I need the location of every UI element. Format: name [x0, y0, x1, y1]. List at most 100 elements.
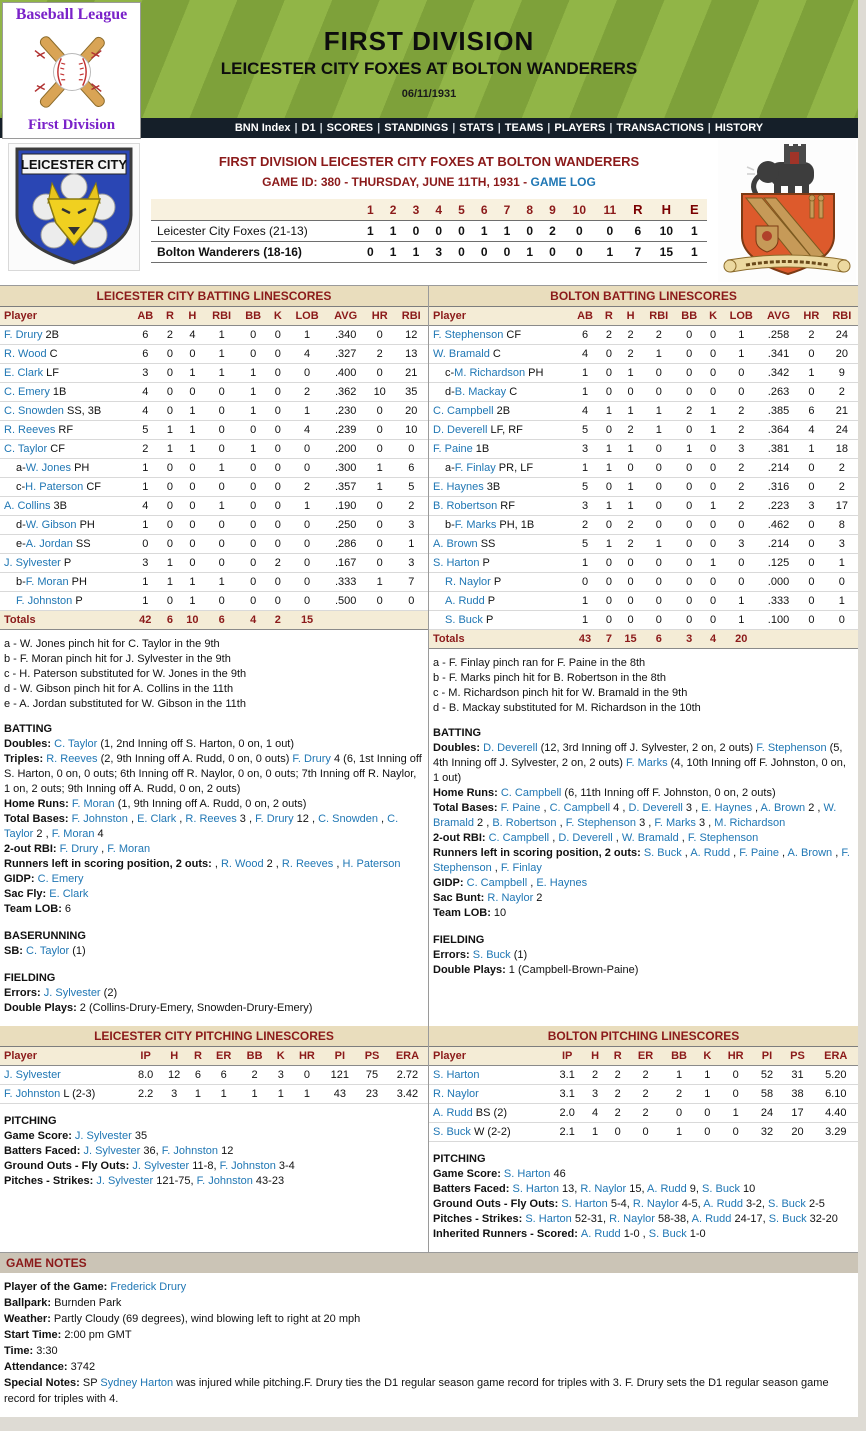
- player-link[interactable]: H. Paterson: [342, 858, 401, 870]
- player-link[interactable]: Sydney Harton: [100, 1377, 174, 1389]
- player-link[interactable]: F. Stephenson: [687, 832, 759, 844]
- player-link[interactable]: J. Sylvester: [132, 1160, 190, 1172]
- player-link[interactable]: A. Brown: [760, 802, 806, 814]
- player-link[interactable]: C. Taylor: [4, 813, 399, 840]
- player-link[interactable]: F. Moran: [107, 843, 151, 855]
- player-link[interactable]: C. Snowden: [318, 813, 378, 825]
- player-link[interactable]: C. Emery: [4, 386, 50, 398]
- player-link[interactable]: S. Buck: [702, 1183, 740, 1195]
- player-link[interactable]: A. Jordan: [25, 538, 73, 550]
- player-link[interactable]: F. Marks: [454, 519, 497, 531]
- player-link[interactable]: C. Emery: [37, 873, 84, 885]
- player-link[interactable]: F. Stephenson: [565, 817, 637, 829]
- player-link[interactable]: F. Johnston: [71, 813, 128, 825]
- player-link[interactable]: F. Marks: [654, 817, 696, 829]
- player-link[interactable]: R. Reeves: [46, 753, 98, 765]
- game-log-link[interactable]: GAME LOG: [530, 175, 596, 189]
- nav-item-bnn-index[interactable]: BNN Index: [234, 122, 291, 134]
- player-link[interactable]: C. Campbell: [549, 802, 611, 814]
- player-link[interactable]: F. Drury: [59, 843, 99, 855]
- nav-item-scores[interactable]: SCORES: [326, 122, 374, 134]
- player-link[interactable]: D. Deverell: [628, 802, 683, 814]
- player-link[interactable]: F. Moran: [71, 798, 115, 810]
- player-link[interactable]: S. Harton: [503, 1168, 551, 1180]
- player-link[interactable]: E. Clark: [4, 367, 44, 379]
- nav-item-stats[interactable]: STATS: [459, 122, 494, 134]
- nav-item-teams[interactable]: TEAMS: [504, 122, 544, 134]
- player-link[interactable]: C. Campbell: [433, 405, 494, 417]
- player-link[interactable]: E. Haynes: [701, 802, 752, 814]
- player-link[interactable]: F. Moran: [25, 576, 69, 588]
- player-link[interactable]: C. Campbell: [466, 877, 528, 889]
- player-link[interactable]: F. Paine: [500, 802, 541, 814]
- player-link[interactable]: R. Reeves: [281, 858, 334, 870]
- player-link[interactable]: S. Harton: [433, 557, 480, 569]
- player-link[interactable]: R. Reeves: [4, 424, 56, 436]
- player-link[interactable]: S. Buck: [445, 614, 483, 626]
- player-link[interactable]: S. Buck: [768, 1198, 806, 1210]
- nav-item-transactions[interactable]: TRANSACTIONS: [616, 122, 704, 134]
- player-link[interactable]: S. Buck: [648, 1228, 687, 1240]
- player-link[interactable]: S. Harton: [561, 1198, 608, 1210]
- player-link[interactable]: A. Rudd: [433, 1107, 473, 1119]
- player-link[interactable]: C. Taylor: [4, 443, 48, 455]
- player-link[interactable]: F. Stephenson: [756, 742, 827, 754]
- player-link[interactable]: W. Bramald: [433, 802, 837, 829]
- nav-item-players[interactable]: PLAYERS: [554, 122, 606, 134]
- player-link[interactable]: F. Drury: [292, 753, 331, 765]
- player-link[interactable]: F. Finlay: [500, 862, 542, 874]
- player-link[interactable]: R. Wood: [4, 348, 47, 360]
- player-link[interactable]: R. Reeves: [185, 813, 237, 825]
- player-link[interactable]: C. Campbell: [500, 787, 562, 799]
- player-link[interactable]: C. Taylor: [54, 738, 98, 750]
- player-link[interactable]: D. Deverell: [558, 832, 613, 844]
- player-link[interactable]: E. Haynes: [433, 481, 484, 493]
- player-link[interactable]: F. Marks: [626, 757, 668, 769]
- player-link[interactable]: A. Rudd: [691, 1213, 732, 1225]
- player-link[interactable]: A. Rudd: [445, 595, 485, 607]
- player-link[interactable]: A. Rudd: [703, 1198, 743, 1210]
- player-link[interactable]: R. Naylor: [580, 1183, 627, 1195]
- player-link[interactable]: A. Brown: [787, 847, 833, 859]
- player-link[interactable]: J. Sylvester: [43, 987, 101, 999]
- player-link[interactable]: F. Paine: [739, 847, 779, 859]
- player-link[interactable]: R. Naylor: [445, 576, 491, 588]
- player-link[interactable]: H. Paterson: [25, 481, 84, 493]
- player-link[interactable]: E. Clark: [49, 888, 89, 900]
- player-link[interactable]: S. Harton: [525, 1213, 572, 1225]
- nav-item-standings[interactable]: STANDINGS: [384, 122, 449, 134]
- player-link[interactable]: A. Brown: [433, 538, 478, 550]
- player-link[interactable]: R. Naylor: [433, 1088, 479, 1100]
- player-link[interactable]: A. Rudd: [647, 1183, 687, 1195]
- player-link[interactable]: F. Drury: [255, 813, 294, 825]
- player-link[interactable]: B. Mackay: [454, 386, 507, 398]
- player-link[interactable]: F. Finlay: [454, 462, 496, 474]
- player-link[interactable]: A. Rudd: [690, 847, 731, 859]
- player-link[interactable]: F. Paine: [433, 443, 473, 455]
- player-link[interactable]: S. Harton: [433, 1069, 480, 1081]
- player-link[interactable]: F. Drury: [4, 329, 43, 341]
- player-link[interactable]: M. Richardson: [454, 367, 526, 379]
- player-link[interactable]: D. Deverell: [483, 742, 538, 754]
- player-link[interactable]: C. Taylor: [26, 945, 70, 957]
- player-link[interactable]: J. Sylvester: [74, 1130, 132, 1142]
- player-link[interactable]: F. Johnston: [4, 1088, 61, 1100]
- player-link[interactable]: W. Bramald: [621, 832, 679, 844]
- player-link[interactable]: F. Johnston: [196, 1175, 253, 1187]
- player-link[interactable]: Frederick Drury: [110, 1281, 187, 1293]
- player-link[interactable]: S. Buck: [643, 847, 682, 859]
- player-link[interactable]: F. Stephenson: [433, 847, 850, 874]
- player-link[interactable]: F. Johnston: [219, 1160, 276, 1172]
- player-link[interactable]: B. Robertson: [492, 817, 557, 829]
- player-link[interactable]: M. Richardson: [714, 817, 786, 829]
- player-link[interactable]: S. Buck: [433, 1126, 471, 1138]
- player-link[interactable]: B. Robertson: [433, 500, 498, 512]
- player-link[interactable]: J. Sylvester: [96, 1175, 154, 1187]
- player-link[interactable]: S. Buck: [472, 949, 511, 961]
- player-link[interactable]: R. Wood: [220, 858, 264, 870]
- player-link[interactable]: C. Campbell: [488, 832, 550, 844]
- player-link[interactable]: R. Naylor: [632, 1198, 679, 1210]
- player-link[interactable]: W. Bramald: [433, 348, 490, 360]
- player-link[interactable]: F. Stephenson: [433, 329, 504, 341]
- player-link[interactable]: J. Sylvester: [4, 557, 61, 569]
